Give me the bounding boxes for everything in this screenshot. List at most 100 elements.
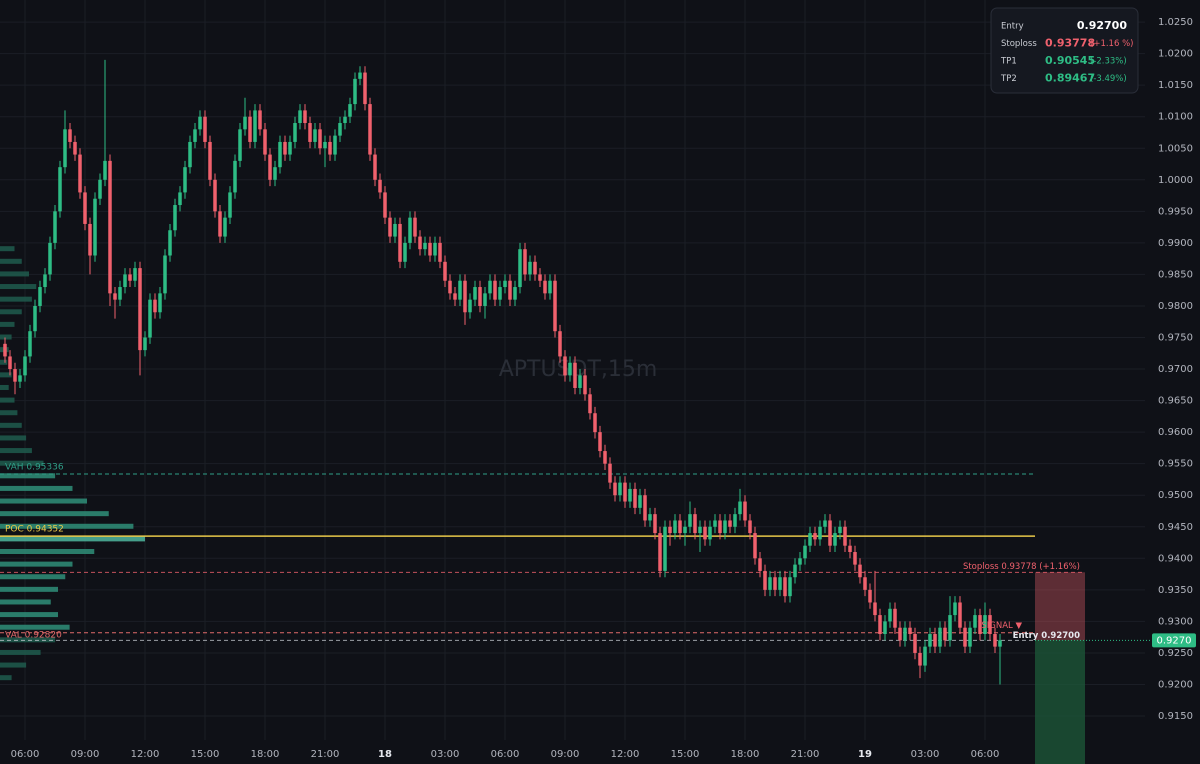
- y-tick-label: 0.9850: [1158, 269, 1193, 280]
- candle-body: [568, 362, 572, 376]
- candle-body: [403, 242, 407, 262]
- candle-body: [508, 280, 512, 300]
- stoploss-zone: [1035, 572, 1085, 641]
- candle-body: [813, 533, 817, 540]
- candle-body: [758, 558, 762, 571]
- candle-body: [103, 160, 107, 180]
- candle-body: [808, 533, 812, 546]
- candle-body: [368, 104, 372, 155]
- candle-body: [583, 375, 587, 395]
- candle-body: [8, 356, 12, 370]
- candle-body: [918, 652, 922, 666]
- candle-body: [558, 331, 562, 357]
- candle-body: [258, 110, 262, 130]
- price-tag-label: 0.9270: [1157, 635, 1192, 646]
- y-tick-label: 0.9950: [1158, 206, 1193, 217]
- volume-profile-bar: [0, 397, 15, 403]
- candle-body: [13, 369, 17, 382]
- candle-body: [938, 627, 942, 647]
- volume-profile-bar: [0, 511, 109, 517]
- info-value: 0.89467: [1045, 72, 1095, 85]
- candle-body: [853, 552, 857, 565]
- candle-body: [708, 526, 712, 540]
- x-tick-label: 09:00: [551, 749, 580, 760]
- candle-body: [418, 236, 422, 250]
- volume-profile-bar: [0, 258, 22, 264]
- volume-profile-bar: [0, 372, 12, 378]
- y-tick-label: 0.9600: [1158, 427, 1193, 438]
- candle-body: [318, 129, 322, 149]
- candle-body: [553, 280, 557, 332]
- candle-body: [538, 274, 542, 281]
- candle-body: [33, 305, 37, 332]
- volume-profile-bar: [0, 675, 12, 681]
- candle-body: [128, 274, 132, 281]
- candle-body: [883, 621, 887, 635]
- candle-body: [58, 167, 62, 212]
- x-tick-label: 15:00: [191, 749, 220, 760]
- candle-body: [383, 192, 387, 218]
- candle-body: [223, 217, 227, 237]
- volume-profile-bar: [0, 246, 15, 252]
- candle-body: [153, 299, 157, 313]
- candle-body: [973, 615, 977, 628]
- volume-profile-bar: [0, 662, 27, 668]
- candle-body: [373, 154, 377, 180]
- volume-profile-bar: [0, 599, 51, 605]
- stoploss-label: Stoploss 0.93778 (+1.16%): [963, 562, 1080, 572]
- volume-profile-bar: [0, 523, 134, 529]
- x-tick-label: 09:00: [71, 749, 100, 760]
- candle-body: [983, 615, 987, 635]
- candle-body: [143, 337, 147, 351]
- info-value: 0.93778: [1045, 37, 1095, 50]
- candle-body: [423, 242, 427, 250]
- volume-profile-bar: [0, 435, 27, 441]
- info-value: 0.90545: [1045, 54, 1095, 67]
- candle-body: [123, 274, 127, 288]
- candle-body: [168, 230, 172, 256]
- candle-body: [768, 577, 772, 590]
- candle-body: [658, 533, 662, 571]
- candle-body: [618, 482, 622, 496]
- y-tick-label: 0.9350: [1158, 585, 1193, 596]
- candle-body: [228, 192, 232, 218]
- y-tick-label: 1.0250: [1158, 17, 1193, 28]
- candle-body: [828, 520, 832, 546]
- candle-body: [678, 520, 682, 534]
- candle-body: [493, 280, 497, 300]
- candle-body: [218, 211, 222, 237]
- candle-body: [333, 135, 337, 155]
- candle-body: [968, 627, 972, 647]
- candle-body: [513, 287, 517, 300]
- volume-profile-bar: [0, 321, 15, 327]
- candle-body: [428, 242, 432, 256]
- price-tag: [1152, 633, 1196, 648]
- candle-body: [698, 526, 702, 534]
- candle-body: [533, 261, 537, 275]
- candle-body: [313, 129, 317, 142]
- volume-profile-bar: [0, 649, 41, 655]
- candle-body: [763, 570, 767, 590]
- candle-body: [308, 123, 312, 142]
- candle-body: [188, 141, 192, 168]
- candle-body: [273, 167, 277, 180]
- candle-body: [668, 526, 672, 534]
- candle-body: [638, 495, 642, 508]
- info-name: TP2: [1000, 74, 1017, 84]
- candle-body: [28, 331, 32, 357]
- candle-body: [718, 520, 722, 534]
- candle-body: [43, 274, 47, 288]
- candle-body: [818, 526, 822, 540]
- candle-body: [503, 280, 507, 288]
- candle-body: [388, 217, 392, 237]
- candle-body: [338, 123, 342, 136]
- candle-body: [23, 356, 27, 376]
- candle-body: [913, 634, 917, 653]
- candle-body: [363, 72, 367, 105]
- candle-body: [893, 608, 897, 628]
- volume-profile-bar: [0, 498, 87, 504]
- candle-body: [673, 520, 677, 534]
- volume-profile-bar: [0, 624, 70, 630]
- candle-body: [713, 520, 717, 527]
